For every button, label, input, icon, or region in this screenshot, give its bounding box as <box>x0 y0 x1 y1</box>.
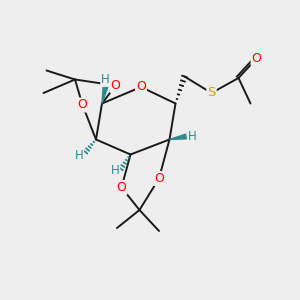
Text: S: S <box>207 86 216 100</box>
Polygon shape <box>102 85 108 103</box>
Text: O: O <box>117 181 126 194</box>
Text: H: H <box>74 148 83 162</box>
Text: O: O <box>154 172 164 185</box>
Text: H: H <box>110 164 119 177</box>
Text: O: O <box>252 52 261 65</box>
Text: O: O <box>111 79 120 92</box>
Polygon shape <box>169 134 186 140</box>
Text: H: H <box>188 130 197 143</box>
Text: O: O <box>78 98 87 112</box>
Text: O: O <box>136 80 146 94</box>
Text: H: H <box>101 73 110 86</box>
